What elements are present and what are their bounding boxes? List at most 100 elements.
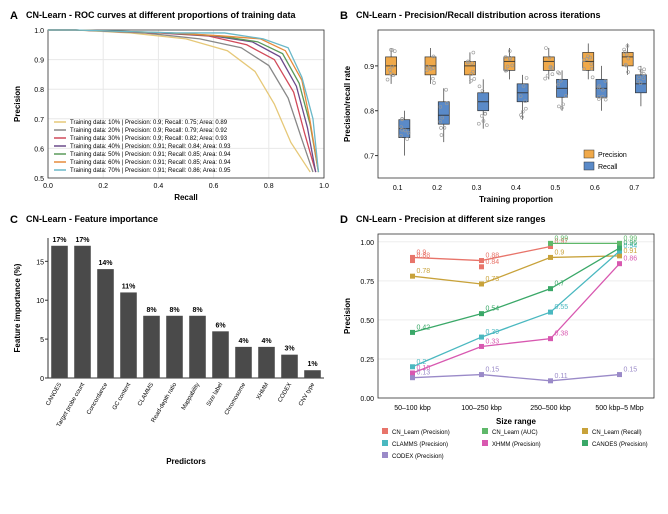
svg-text:8%: 8% (169, 307, 180, 314)
svg-text:0.8: 0.8 (264, 183, 274, 190)
panel-b-title: CN-Learn - Precision/Recall distribution… (356, 10, 660, 20)
svg-text:0.86: 0.86 (624, 256, 638, 263)
svg-text:0.7: 0.7 (629, 185, 639, 192)
svg-text:Training data: 10% | Precision: Training data: 10% | Precision: 0.9; Rec… (70, 120, 228, 126)
svg-text:Size label: Size label (206, 382, 224, 408)
svg-text:3%: 3% (284, 346, 295, 353)
svg-text:0.5: 0.5 (34, 176, 44, 183)
svg-text:CLAMMS: CLAMMS (137, 382, 155, 407)
svg-text:17%: 17% (75, 237, 90, 244)
boxplot-chart: 0.70.80.90.10.20.30.40.50.60.7PrecisionR… (340, 24, 660, 204)
svg-text:0.96: 0.96 (624, 240, 638, 247)
svg-text:0.9: 0.9 (34, 58, 44, 65)
svg-text:0.25: 0.25 (360, 357, 374, 364)
svg-text:CLAMMS (Precision): CLAMMS (Precision) (392, 442, 448, 448)
panel-c: C CN-Learn - Feature importance 05101517… (10, 214, 330, 468)
svg-text:0.78: 0.78 (417, 268, 431, 275)
svg-text:8%: 8% (146, 307, 157, 314)
svg-text:Precision: Precision (13, 86, 22, 122)
svg-text:1.0: 1.0 (319, 183, 329, 190)
svg-text:0.13: 0.13 (417, 370, 431, 377)
panel-d-label: D (340, 214, 348, 226)
svg-text:0.84: 0.84 (486, 259, 500, 266)
svg-text:Read-depth ratio: Read-depth ratio (151, 381, 179, 423)
svg-text:CODEX: CODEX (277, 382, 293, 403)
svg-text:0: 0 (40, 376, 44, 383)
svg-text:GC content: GC content (112, 382, 133, 412)
svg-text:10: 10 (36, 298, 44, 305)
svg-text:0.6: 0.6 (34, 146, 44, 153)
svg-text:Size range: Size range (496, 417, 537, 426)
svg-text:0.11: 0.11 (555, 373, 568, 380)
svg-text:250–500 kbp: 250–500 kbp (530, 405, 571, 412)
svg-text:0.4: 0.4 (511, 185, 521, 192)
svg-text:Feature importance (%): Feature importance (%) (13, 263, 22, 352)
svg-text:500 kbp–5 Mbp: 500 kbp–5 Mbp (595, 405, 643, 412)
svg-text:0.50: 0.50 (360, 318, 374, 325)
panel-b: B CN-Learn - Precision/Recall distributi… (340, 10, 660, 204)
svg-text:0.9: 0.9 (364, 64, 374, 71)
svg-text:0.5: 0.5 (551, 185, 561, 192)
svg-text:15: 15 (36, 259, 44, 266)
panel-a-label: A (10, 10, 18, 22)
svg-text:0.99: 0.99 (555, 235, 569, 242)
svg-text:Recall: Recall (598, 164, 618, 171)
svg-text:0.15: 0.15 (486, 367, 500, 374)
svg-text:XHMM (Precision): XHMM (Precision) (492, 442, 541, 448)
roc-chart: 0.0 0.2 0.4 0.6 0.8 1.0 0.5 0.6 0.7 0.8 0.9 1.0 Trai… (10, 24, 330, 204)
svg-text:Precision: Precision (598, 152, 627, 159)
svg-text:0.7: 0.7 (364, 154, 374, 161)
panel-c-label: C (10, 214, 18, 226)
svg-text:0.4: 0.4 (154, 183, 164, 190)
panel-b-label: B (340, 10, 348, 22)
bar-chart: 05101517%CANOES17%Target probe count14%C… (10, 228, 330, 468)
svg-text:50–100 kbp: 50–100 kbp (394, 405, 431, 412)
svg-text:6%: 6% (215, 322, 226, 329)
svg-text:0.0: 0.0 (43, 183, 53, 190)
svg-text:CN_Learn (Recall): CN_Learn (Recall) (592, 430, 642, 436)
panel-d-title: CN-Learn - Precision at different size r… (356, 214, 660, 224)
svg-text:Recall: Recall (174, 193, 198, 202)
panel-a-title: CN-Learn - ROC curves at different propo… (26, 10, 330, 20)
svg-text:1%: 1% (307, 361, 318, 368)
svg-text:0.7: 0.7 (34, 117, 44, 124)
svg-text:Training data: 50% | Precision: Training data: 50% | Precision: 0.91; Re… (70, 152, 231, 158)
svg-text:CNV type: CNV type (298, 381, 316, 407)
svg-text:Training data: 40% | Precision: Training data: 40% | Precision: 0.91; Re… (70, 144, 231, 150)
svg-text:17%: 17% (52, 237, 67, 244)
svg-text:0.75: 0.75 (360, 279, 374, 286)
svg-text:4%: 4% (261, 338, 272, 345)
svg-text:Chromosome: Chromosome (224, 381, 248, 416)
svg-text:0.2: 0.2 (98, 183, 108, 190)
svg-text:100–250 kbp: 100–250 kbp (461, 405, 502, 412)
svg-text:CANOES (Precision): CANOES (Precision) (592, 442, 648, 448)
svg-text:0.1: 0.1 (393, 185, 403, 192)
svg-text:0.6: 0.6 (590, 185, 600, 192)
svg-text:Training data: 30% | Precision: Training data: 30% | Precision: 0.9; Rec… (70, 136, 228, 142)
svg-text:1.00: 1.00 (360, 240, 374, 247)
svg-text:Training proportion: Training proportion (479, 195, 553, 204)
svg-text:0.15: 0.15 (624, 367, 638, 374)
svg-text:Concordance: Concordance (86, 381, 109, 415)
svg-text:Training data: 20% | Precision: Training data: 20% | Precision: 0.9; Rec… (70, 128, 228, 134)
svg-text:0.88: 0.88 (417, 253, 431, 260)
svg-text:CANOES: CANOES (45, 382, 63, 407)
svg-text:0.9: 0.9 (555, 249, 565, 256)
svg-text:0.2: 0.2 (432, 185, 442, 192)
panel-c-title: CN-Learn - Feature importance (26, 214, 330, 224)
svg-text:1.0: 1.0 (34, 28, 44, 35)
svg-text:CN_Learn (AUC): CN_Learn (AUC) (492, 430, 538, 436)
svg-text:Training data: 60% | Precision: Training data: 60% | Precision: 0.91; Re… (70, 160, 231, 166)
line-chart: 0.000.250.500.751.0050–100 kbp100–250 kb… (340, 228, 660, 468)
svg-text:XHMM: XHMM (256, 382, 270, 401)
svg-text:11%: 11% (122, 283, 136, 290)
svg-text:Training data: 70% | Precision: Training data: 70% | Precision: 0.91; Re… (70, 168, 231, 174)
panel-a: A CN-Learn - ROC curves at different pro… (10, 10, 330, 204)
svg-text:14%: 14% (98, 260, 113, 267)
svg-text:0.3: 0.3 (472, 185, 482, 192)
svg-text:Precision: Precision (343, 298, 352, 334)
svg-text:Precision/recall rate: Precision/recall rate (343, 65, 352, 142)
svg-text:0.8: 0.8 (34, 87, 44, 94)
svg-text:4%: 4% (238, 338, 249, 345)
svg-text:0.6: 0.6 (209, 183, 219, 190)
